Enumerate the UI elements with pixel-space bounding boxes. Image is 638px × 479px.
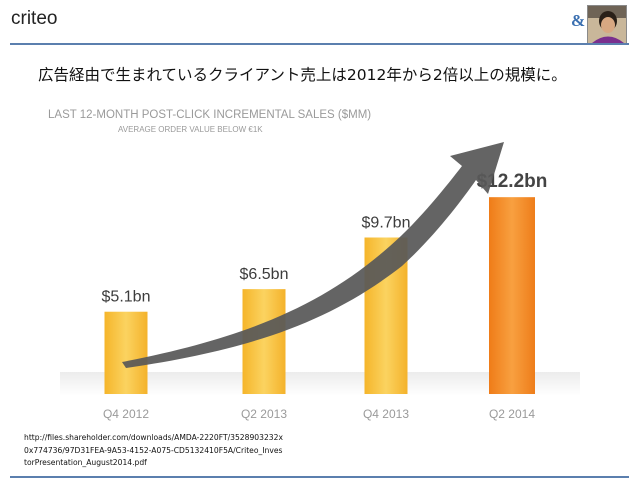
data-label: $12.2bn bbox=[477, 171, 548, 192]
header-rule bbox=[10, 43, 629, 45]
data-label: $6.5bn bbox=[240, 266, 289, 283]
x-tick-label: Q4 2013 bbox=[363, 407, 409, 421]
data-label: $5.1bn bbox=[102, 289, 151, 306]
headline: 広告経由で生まれているクライアント売上は2012年から2倍以上の規模に。 bbox=[38, 66, 567, 84]
x-tick-label: Q4 2012 bbox=[103, 407, 149, 421]
source-citation: http://files.shareholder.com/downloads/A… bbox=[24, 433, 283, 467]
bar-q4-2012 bbox=[104, 311, 148, 394]
data-label: $9.7bn bbox=[362, 215, 411, 232]
logo-ampersand: & bbox=[571, 11, 586, 30]
header-title: criteo bbox=[11, 8, 58, 29]
chart-subtitle: AVERAGE ORDER VALUE BELOW €1K bbox=[118, 125, 263, 134]
avatar-portrait-icon bbox=[588, 6, 626, 43]
avatar bbox=[587, 5, 627, 44]
trend-arrow bbox=[122, 142, 504, 368]
sales-chart: LAST 12-MONTH POST-CLICK INCREMENTAL SAL… bbox=[48, 109, 580, 421]
chart-title: LAST 12-MONTH POST-CLICK INCREMENTAL SAL… bbox=[48, 109, 371, 121]
bar-q2-2014 bbox=[489, 197, 535, 394]
x-tick-label: Q2 2013 bbox=[241, 407, 287, 421]
bottom-rule bbox=[10, 476, 629, 478]
x-tick-label: Q2 2014 bbox=[489, 407, 535, 421]
